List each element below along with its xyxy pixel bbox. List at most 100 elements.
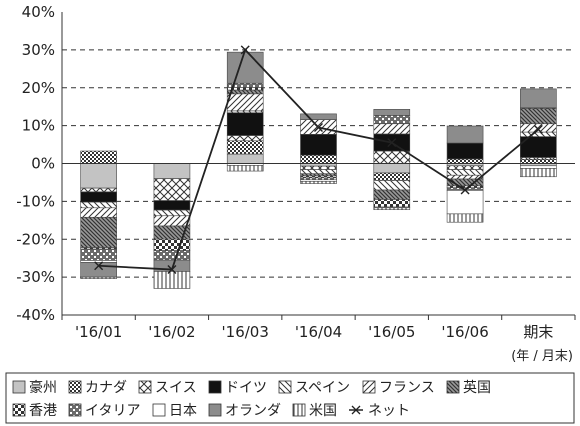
y-tick-label: 0% xyxy=(31,155,55,173)
bar-segment xyxy=(301,170,337,174)
legend-label: 豪州 xyxy=(29,380,57,396)
bar-segment xyxy=(301,134,337,155)
legend-swatch xyxy=(447,381,459,393)
bar-segment xyxy=(374,173,410,181)
bar-segment xyxy=(374,190,410,199)
bar-segment xyxy=(374,109,410,115)
y-tick-label: -30% xyxy=(16,268,55,286)
bar-segment xyxy=(81,164,117,189)
bar-segment xyxy=(227,165,263,171)
legend-swatch xyxy=(293,404,305,416)
bar-segment xyxy=(227,52,263,83)
legend-swatch xyxy=(363,381,375,393)
bar-segment xyxy=(374,124,410,134)
bar-segment xyxy=(227,90,263,94)
bar-segment xyxy=(520,159,556,163)
bar-segment xyxy=(447,214,483,222)
bar-segment xyxy=(447,166,483,170)
x-tick-label: '16/06 xyxy=(441,323,488,341)
legend-swatch xyxy=(13,381,25,393)
bar-segment xyxy=(81,277,117,279)
legend-swatch xyxy=(69,381,81,393)
legend-swatch xyxy=(13,404,25,416)
bar-segment xyxy=(81,202,117,208)
bar-segment xyxy=(301,174,337,176)
bar-segment xyxy=(447,159,483,164)
bar-segment xyxy=(301,181,337,183)
legend-swatch xyxy=(139,381,151,393)
legend-label: ドイツ xyxy=(225,380,267,396)
bar-segment xyxy=(154,216,190,226)
bar-segment xyxy=(154,179,190,201)
x-tick-label: '16/03 xyxy=(222,323,269,341)
bar-segment xyxy=(154,251,190,260)
bar-segment xyxy=(81,192,117,202)
x-tick-label: '16/04 xyxy=(295,323,342,341)
bar-segment xyxy=(447,126,483,143)
legend-swatch xyxy=(69,404,81,416)
legend-swatch xyxy=(279,381,291,393)
bar-segment xyxy=(520,166,556,169)
legend-label: 米国 xyxy=(309,403,337,419)
legend-label: フランス xyxy=(379,380,435,396)
bar-segment xyxy=(81,151,117,163)
bar-segment xyxy=(520,89,556,108)
legend-label: イタリア xyxy=(85,403,140,419)
legend-label: 英国 xyxy=(463,379,491,396)
bar-segment xyxy=(374,181,410,190)
bar-segment xyxy=(81,208,117,217)
bar-segment xyxy=(520,168,556,176)
bar-segment xyxy=(227,94,263,111)
bar-segment xyxy=(520,109,556,124)
legend-label: スイス xyxy=(155,380,197,396)
bar-segment xyxy=(154,210,190,216)
legend-label: 香港 xyxy=(29,403,57,419)
y-tick-label: -10% xyxy=(16,192,55,210)
x-tick-label: '16/02 xyxy=(148,323,195,341)
legend-label: カナダ xyxy=(85,380,127,396)
x-tick-label: 期末 xyxy=(523,323,553,341)
x-tick-label: '16/01 xyxy=(75,323,122,341)
legend-swatch xyxy=(153,404,165,416)
legend-label: ネット xyxy=(368,403,410,419)
bar-segment xyxy=(227,113,263,136)
bar-segment xyxy=(301,166,337,169)
bar-segment xyxy=(227,141,263,154)
bar-segment xyxy=(154,271,190,288)
bar-segment xyxy=(374,115,410,123)
bar-segment xyxy=(154,164,190,179)
y-tick-label: 10% xyxy=(22,117,55,135)
bar-segment xyxy=(374,208,410,210)
bar-segment xyxy=(81,188,117,192)
legend-swatch xyxy=(209,381,221,393)
bar-segment xyxy=(447,143,483,159)
bar-segment xyxy=(81,262,117,277)
bar-segment xyxy=(154,239,190,250)
legend-label: 日本 xyxy=(169,403,197,419)
bar-segment xyxy=(520,132,556,137)
y-tick-label: 20% xyxy=(22,79,55,97)
legend-swatch xyxy=(209,404,221,416)
bar-segment xyxy=(227,154,263,163)
x-axis-unit-label: (年 / 月末) xyxy=(511,349,573,364)
bar-segment xyxy=(81,217,117,247)
y-tick-label: -20% xyxy=(16,230,55,248)
y-tick-label: 30% xyxy=(22,41,55,59)
legend-label: スペイン xyxy=(295,380,350,396)
bar-segment xyxy=(520,124,556,132)
legend-label: オランダ xyxy=(225,403,281,419)
bar-segment xyxy=(374,199,410,207)
bar-segment xyxy=(447,190,483,213)
bar-segment xyxy=(154,201,190,210)
bar-segment xyxy=(227,135,263,140)
y-tick-label: -40% xyxy=(16,306,55,324)
x-tick-label: '16/05 xyxy=(368,323,415,341)
bar-segment xyxy=(81,249,117,260)
bar-segment xyxy=(301,155,337,163)
bar-segment xyxy=(447,170,483,176)
y-tick-label: 40% xyxy=(22,3,55,21)
bar-segment xyxy=(374,151,410,163)
bar-segment xyxy=(374,164,410,173)
